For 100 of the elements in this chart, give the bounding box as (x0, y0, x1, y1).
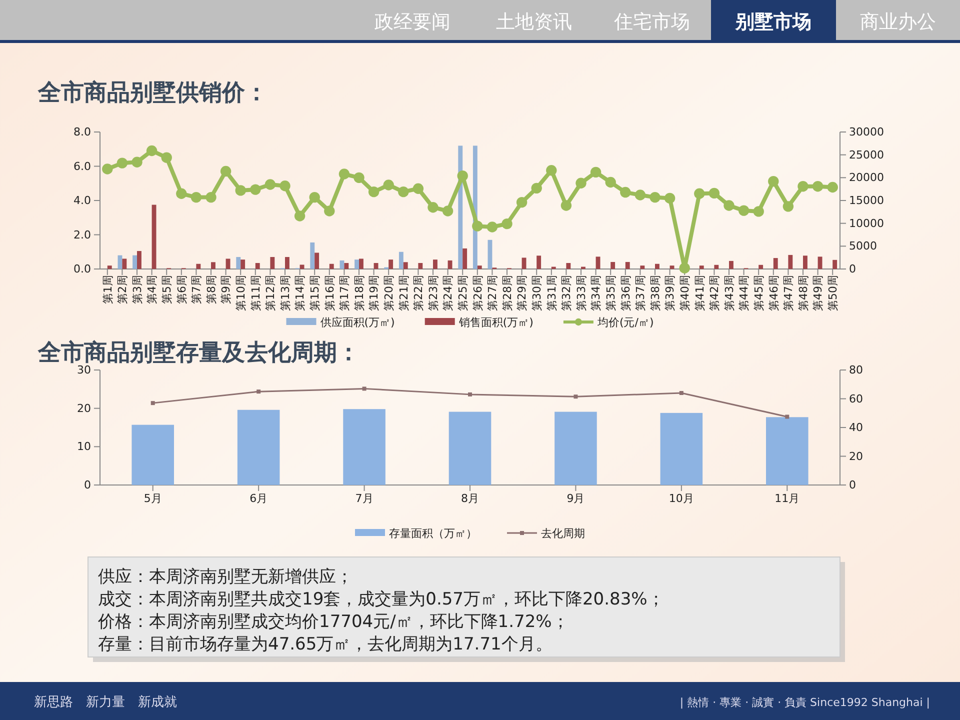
y-tick-label: 20 (77, 402, 91, 415)
x-tick-label: 5月 (144, 492, 162, 505)
point (502, 218, 512, 230)
legend-label: 存量面积（万㎡） (389, 527, 477, 540)
x-tick-label: 10月 (668, 492, 694, 505)
bar (310, 242, 315, 269)
point (362, 386, 366, 391)
x-tick-label: 第33周 (574, 275, 588, 311)
x-tick-label: 第26周 (471, 275, 484, 311)
bar (462, 248, 468, 269)
point (457, 170, 468, 182)
bar (388, 260, 394, 269)
bar (729, 260, 734, 269)
bar (270, 257, 275, 269)
y-tick-label: 4.0 (74, 194, 91, 208)
bar (655, 264, 660, 269)
x-tick-label: 第3周 (130, 275, 144, 304)
bar (132, 424, 174, 485)
point (753, 206, 764, 217)
point (785, 414, 790, 419)
text: 新思路 新力量 新成就 (34, 695, 177, 710)
point (294, 210, 306, 222)
point (516, 196, 528, 208)
x-tick-label: 第29周 (516, 275, 529, 311)
x-tick-label: 第15周 (308, 275, 322, 311)
x-tick-label: 第37周 (634, 275, 648, 311)
bar (132, 255, 137, 269)
bar (211, 262, 216, 269)
point (368, 186, 380, 198)
point (650, 192, 660, 203)
y-tick-label: 2.0 (74, 228, 91, 242)
point (220, 166, 232, 177)
text: 成交：本周济南别墅共成交19套，成交量为0.57万㎡，环比下降20.83%； (98, 590, 664, 610)
x-tick-label: 第35周 (604, 275, 618, 311)
y2-tick-label: 20000 (849, 171, 884, 184)
x-tick-label: 第40周 (678, 275, 692, 311)
y-tick-label: 0 (84, 478, 91, 492)
point (798, 181, 808, 192)
bar (314, 252, 320, 269)
legend-label: 均价(元/㎡) (596, 316, 654, 329)
x-tick-label: 第28周 (500, 275, 514, 311)
text: | 熱情 · 專業 · 誠實 · 負責 Since1992 Shanghai | (680, 696, 930, 709)
y2-tick-label: 0 (849, 478, 856, 492)
x-tick-label: 第43周 (722, 275, 736, 311)
x-tick-label: 第39周 (664, 275, 677, 311)
bar (660, 412, 703, 485)
x-tick-label: 第5周 (160, 275, 174, 304)
bar (714, 264, 719, 269)
text: 别墅市场 (734, 11, 812, 33)
bar (285, 257, 290, 269)
x-tick-label: 第32周 (560, 275, 574, 311)
point (309, 192, 320, 203)
x-tick-label: 第8周 (204, 275, 218, 304)
bar (403, 262, 408, 269)
bar (699, 266, 704, 269)
text: 价格：本周济南别墅成交均价17704元/㎡，环比下降1.72%； (97, 612, 569, 632)
bar (610, 262, 616, 269)
point (679, 391, 684, 395)
bar (640, 266, 645, 269)
point (664, 192, 676, 204)
point (354, 172, 364, 184)
point (574, 394, 578, 399)
bar (522, 258, 526, 269)
bar (122, 258, 127, 269)
text: 供应：本周济南别墅无新增供应； (98, 567, 353, 587)
point (531, 182, 542, 194)
y-tick-label: 6.0 (74, 160, 91, 173)
point (146, 145, 158, 156)
x-tick-label: 第47周 (782, 275, 796, 311)
bar (344, 263, 349, 269)
bar (670, 266, 674, 269)
chart-title: 全市商品别墅存量及去化周期： (37, 339, 360, 366)
x-tick-label: 第46周 (767, 275, 780, 311)
y2-tick-label: 5000 (849, 240, 877, 253)
x-tick-label: 8月 (461, 492, 479, 505)
x-tick-label: 第42周 (708, 275, 722, 311)
x-tick-label: 第27周 (486, 275, 500, 311)
point (560, 200, 572, 211)
bar (818, 256, 822, 269)
x-tick-label: 第18周 (352, 275, 366, 311)
bar (240, 260, 246, 269)
point (442, 206, 454, 216)
bar (152, 204, 156, 269)
y2-tick-label: 80 (849, 364, 863, 377)
bar (343, 409, 386, 485)
bar (788, 254, 793, 269)
bar (196, 264, 201, 269)
point (324, 206, 335, 216)
bar (329, 264, 334, 269)
x-tick-label: 第13周 (278, 275, 292, 311)
x-tick-label: 第12周 (264, 275, 278, 311)
bar (773, 258, 778, 269)
bar (137, 251, 142, 269)
x-tick-label: 第2周 (116, 275, 130, 304)
y2-tick-label: 15000 (849, 194, 884, 208)
point (383, 180, 394, 190)
bar (237, 410, 280, 485)
point (724, 200, 734, 211)
text: 住宅市场 (613, 11, 690, 33)
point (782, 201, 794, 212)
